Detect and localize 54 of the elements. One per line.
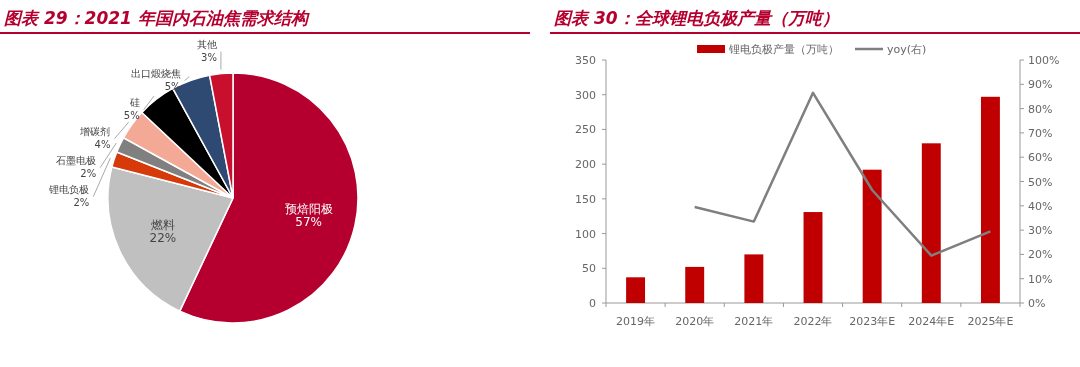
- slice-label: 其他: [196, 38, 217, 50]
- bar: [744, 254, 764, 303]
- data-label: 2%: [73, 196, 90, 208]
- x-tick-label: 2019年: [616, 315, 656, 328]
- y2-tick-label: 30%: [1028, 224, 1053, 238]
- y2-tick-label: 10%: [1028, 272, 1053, 286]
- y2-tick-label: 50%: [1028, 175, 1053, 189]
- y2-tick-label: 0%: [1028, 297, 1046, 310]
- bar: [980, 96, 1000, 303]
- y-tick-label: 350: [575, 54, 596, 67]
- y-tick-label: 0: [589, 297, 596, 310]
- slice-label: 锂电负极: [48, 183, 90, 195]
- x-tick-label: 2024年E: [908, 315, 955, 328]
- bar: [803, 212, 823, 303]
- y2-tick-label: 90%: [1028, 78, 1053, 92]
- bar: [921, 143, 941, 303]
- bar: [626, 277, 646, 303]
- y2-tick-label: 60%: [1028, 151, 1053, 165]
- data-label: 2%: [80, 167, 97, 179]
- x-tick-label: 2025年E: [967, 315, 1014, 328]
- slice-label: 硅: [128, 96, 140, 108]
- slice-label: 出口煅烧焦: [130, 67, 181, 79]
- data-label: 57%: [295, 214, 322, 229]
- bar: [685, 266, 705, 303]
- chart-title: 图表 29：2021 年国内石油焦需求结构: [4, 8, 310, 28]
- legend-label: 锂电负极产量（万吨）: [728, 43, 839, 56]
- y2-tick-label: 100%: [1028, 54, 1060, 67]
- slice-label: 燃料: [150, 218, 175, 232]
- y2-tick-label: 80%: [1028, 102, 1053, 116]
- y-tick-label: 200: [575, 158, 596, 172]
- y-tick-label: 250: [575, 123, 596, 137]
- y2-tick-label: 70%: [1028, 126, 1053, 140]
- slice-label: 预焙阳极: [284, 201, 333, 216]
- x-tick-label: 2023年E: [849, 315, 896, 328]
- y-tick-label: 50: [582, 262, 596, 276]
- y-tick-label: 150: [575, 192, 596, 206]
- y2-tick-label: 20%: [1028, 248, 1053, 262]
- bar: [862, 169, 882, 303]
- y-tick-label: 300: [575, 88, 596, 102]
- x-tick-label: 2021年: [734, 315, 774, 328]
- data-label: 5%: [123, 109, 140, 121]
- data-label: 4%: [94, 138, 111, 150]
- data-label: 3%: [201, 51, 217, 63]
- line-series: [693, 91, 992, 257]
- chart-title: 图表 30：全球锂电负极产量（万吨）: [554, 8, 839, 28]
- slice-label: 石墨电极: [56, 154, 97, 166]
- slice-label: 增碳剂: [79, 125, 111, 137]
- x-tick-label: 2020年: [675, 315, 715, 328]
- y-tick-label: 100: [575, 227, 596, 241]
- x-tick-label: 2022年: [793, 315, 833, 328]
- data-label: 22%: [149, 231, 177, 245]
- y2-tick-label: 40%: [1028, 199, 1053, 213]
- legend-label: yoy(右): [887, 43, 927, 56]
- data-label: 5%: [164, 80, 181, 92]
